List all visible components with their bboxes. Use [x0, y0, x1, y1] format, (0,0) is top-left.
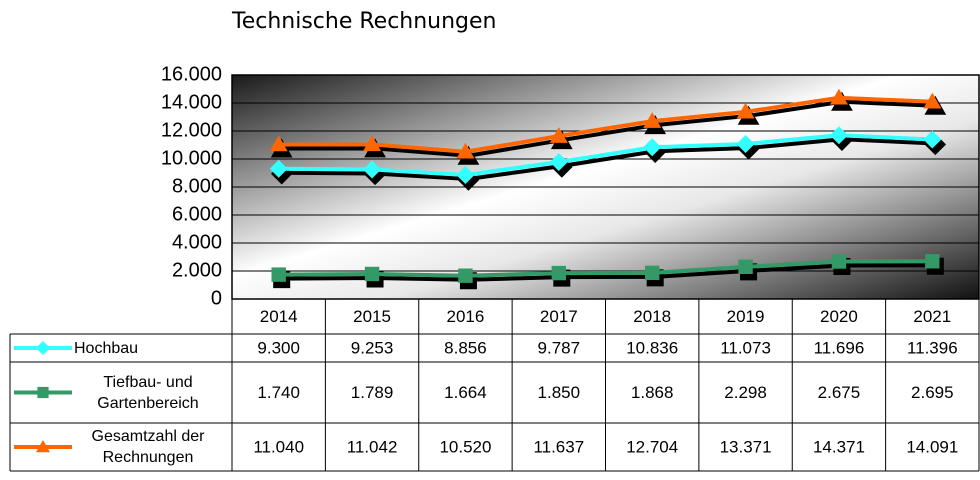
- y-tick-label: 10.000: [161, 147, 222, 169]
- marker: [643, 138, 662, 157]
- marker: [551, 265, 567, 281]
- y-tick-label: 2.000: [172, 259, 222, 281]
- table-value: 2.695: [911, 383, 954, 402]
- legend-label: Hochbau: [74, 339, 139, 357]
- legend-text-box: Hochbau: [74, 339, 139, 357]
- marker: [549, 152, 568, 171]
- y-tick-label: 16.000: [161, 63, 222, 85]
- table-value: 12.704: [626, 437, 678, 456]
- marker: [736, 134, 755, 153]
- table-value: 8.856: [444, 338, 487, 357]
- table-value: 11.042: [347, 437, 398, 456]
- marker: [923, 130, 942, 149]
- legend-label: Tiefbau- und Gartenbereich: [97, 373, 199, 412]
- series-line: [278, 259, 933, 278]
- x-tick-label: 2015: [353, 307, 391, 326]
- marker: [271, 267, 286, 282]
- x-tick-label: 2017: [540, 307, 578, 326]
- y-tick-label: 6.000: [172, 203, 222, 225]
- table-value: 14.091: [906, 437, 958, 456]
- marker: [644, 265, 660, 281]
- x-tick-label: 2020: [820, 307, 858, 326]
- table-value: 11.696: [814, 338, 865, 357]
- marker: [364, 266, 380, 282]
- line-shadow: [281, 263, 936, 282]
- legend-marker: [36, 440, 50, 453]
- table-value: 9.787: [538, 338, 581, 357]
- table-value: 1.868: [631, 383, 674, 402]
- table-value: 1.850: [538, 383, 581, 402]
- marker: [456, 166, 475, 185]
- table-value: 10.836: [626, 338, 678, 357]
- marker: [458, 268, 473, 283]
- table-value: 2.298: [724, 383, 767, 402]
- x-tick-label: 2019: [727, 307, 765, 326]
- x-tick-label: 2021: [913, 307, 951, 326]
- legend-marker: [36, 341, 50, 355]
- table-value: 2.675: [818, 383, 861, 402]
- table-value: 9.253: [351, 338, 394, 357]
- legend-marker: [37, 386, 49, 399]
- marker: [925, 254, 940, 269]
- y-tick-label: 4.000: [172, 231, 222, 253]
- line-shadow: [281, 99, 936, 158]
- table-value: 1.789: [351, 383, 394, 402]
- table-value: 13.371: [720, 437, 772, 456]
- x-tick-label: 2014: [260, 307, 298, 326]
- line-shadow: [281, 137, 936, 182]
- marker: [829, 88, 848, 105]
- marker: [549, 127, 568, 143]
- marker: [643, 112, 662, 128]
- table-value: 1.740: [257, 383, 300, 402]
- legend-label: Gesamtzahl der Rechnungen: [91, 428, 205, 466]
- legend-text-box: Tiefbau- und Gartenbereich: [97, 373, 199, 412]
- marker: [363, 160, 382, 179]
- table-value: 1.664: [444, 383, 487, 402]
- series-line: [278, 95, 933, 154]
- x-tick-label: 2018: [633, 307, 671, 326]
- table-value: 11.637: [533, 437, 584, 456]
- marker: [829, 126, 848, 145]
- marker: [269, 135, 288, 152]
- marker: [738, 259, 753, 275]
- y-tick-label: 0: [211, 287, 222, 309]
- y-tick-label: 12.000: [161, 119, 222, 141]
- table-value: 11.073: [720, 338, 771, 357]
- chart-title: Technische Rechnungen: [231, 9, 497, 34]
- table-value: 11.040: [253, 437, 304, 456]
- y-tick-label: 8.000: [172, 175, 222, 197]
- marker: [269, 159, 288, 178]
- marker: [456, 142, 475, 159]
- table-value: 14.371: [813, 437, 865, 456]
- legend-text-box: Gesamtzahl der Rechnungen: [91, 428, 205, 466]
- marker: [736, 102, 755, 119]
- x-tick-label: 2016: [447, 307, 485, 326]
- marker: [923, 92, 942, 109]
- marker: [831, 254, 847, 269]
- series-line: [278, 133, 933, 178]
- y-tick-label: 14.000: [161, 91, 222, 113]
- marker: [363, 135, 382, 152]
- table-value: 10.520: [439, 437, 491, 456]
- table-value: 11.396: [907, 338, 958, 357]
- table-value: 9.300: [257, 338, 300, 357]
